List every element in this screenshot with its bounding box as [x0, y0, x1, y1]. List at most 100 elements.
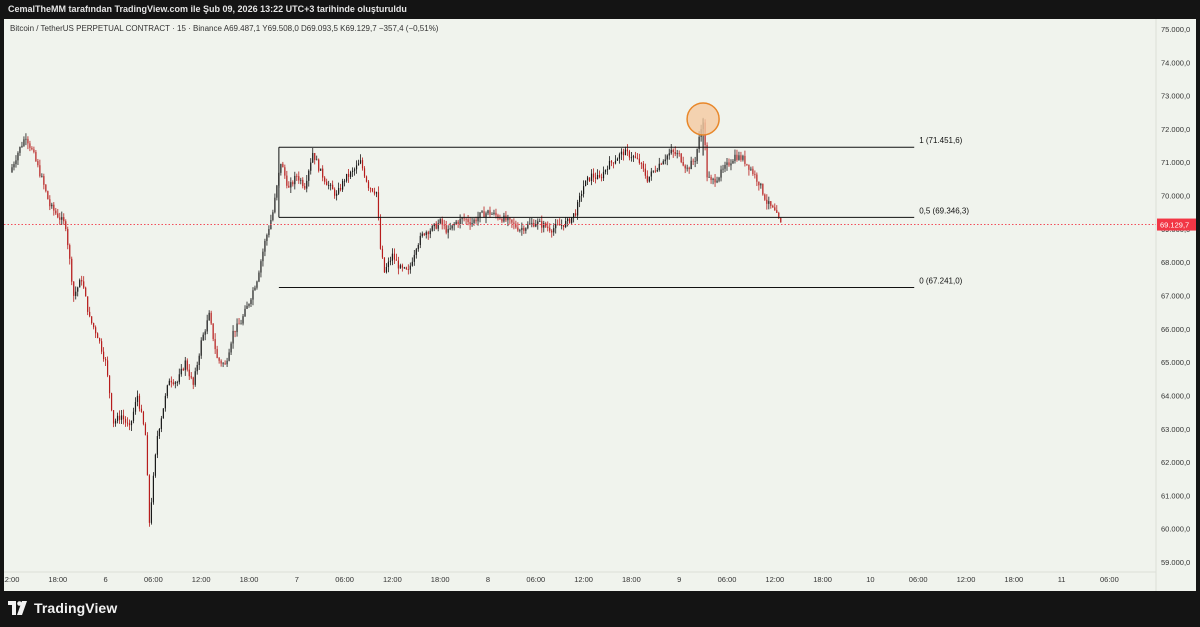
candle-body: [395, 259, 397, 261]
candle-body: [489, 210, 491, 215]
chart-area[interactable]: 59.000,0 60.000,0 61.000,0 62.000,0 63.000,0…: [4, 19, 1196, 591]
candle-body: [338, 187, 340, 194]
candle-body: [517, 227, 519, 231]
y-tick-label: 59.000,0: [1161, 558, 1190, 567]
candle-body: [505, 215, 507, 221]
candle-body: [660, 163, 662, 165]
candle-body: [385, 267, 388, 273]
candle-body: [632, 156, 634, 158]
candle-body: [262, 251, 264, 262]
x-tick-label: 18:00: [48, 575, 67, 584]
candle-body: [706, 145, 708, 178]
candle-body: [330, 184, 332, 186]
candle-body: [51, 204, 53, 207]
candle-body: [71, 258, 73, 282]
candle-body: [399, 265, 401, 269]
candle-body: [73, 281, 75, 296]
candle-body: [202, 334, 204, 341]
candle-body: [85, 287, 87, 297]
candle-body: [375, 192, 378, 194]
candle-body: [523, 227, 525, 231]
candle-body: [411, 261, 413, 266]
candle-body: [561, 225, 563, 226]
candle-body: [170, 380, 172, 383]
candle-body: [666, 155, 668, 160]
candle-body: [260, 261, 262, 273]
candle-body: [551, 230, 553, 233]
candle-body: [732, 160, 734, 164]
candle-body: [612, 162, 615, 164]
candle-body: [198, 355, 200, 365]
candle-body: [212, 323, 214, 340]
candle-body: [316, 159, 318, 161]
candle-body: [228, 352, 230, 361]
candle-body: [292, 182, 294, 185]
candle-body: [413, 254, 415, 262]
candle-body: [188, 369, 190, 377]
last-price-label: 69.129,7: [1160, 221, 1189, 230]
candle-body: [252, 290, 254, 300]
x-tick-label: 12:00: [4, 575, 19, 584]
candle-body: [541, 221, 543, 228]
candle-body: [234, 330, 236, 333]
candle-body: [571, 217, 573, 223]
candle-body: [457, 221, 459, 225]
legend-open: 69.487,1: [229, 24, 262, 33]
candle-body: [63, 217, 65, 222]
candle-body: [766, 199, 768, 204]
candle-body: [475, 219, 477, 222]
price-chart[interactable]: 59.000,0 60.000,0 61.000,0 62.000,0 63.000,0…: [4, 19, 1196, 591]
candle-body: [435, 223, 437, 229]
x-tick-label: 06:00: [335, 575, 354, 584]
x-tick-label: 12:00: [957, 575, 976, 584]
candle-body: [511, 219, 513, 223]
candle-body: [282, 163, 284, 168]
x-tick-label: 8: [486, 575, 490, 584]
candle-body: [616, 158, 619, 161]
candle-body: [95, 327, 97, 334]
candle-body: [359, 160, 362, 164]
candle-body: [722, 168, 724, 170]
candle-body: [184, 360, 186, 371]
candle-body: [682, 162, 684, 166]
tradingview-brand[interactable]: TradingView: [8, 600, 117, 616]
candle-body: [222, 363, 224, 365]
candle-body: [226, 360, 228, 365]
candle-body: [465, 218, 467, 220]
candle-body: [409, 265, 411, 270]
candle-body: [449, 228, 451, 230]
candle-body: [718, 177, 720, 181]
candle-body: [529, 223, 531, 225]
candle-body: [246, 305, 248, 309]
candle-body: [250, 299, 252, 305]
candle-body: [407, 269, 409, 270]
candle-body: [425, 232, 427, 235]
candle-body: [513, 222, 515, 224]
fib-level-label: 0 (67.241,0): [919, 276, 962, 285]
candle-body: [35, 152, 37, 162]
candle-body: [650, 171, 652, 177]
candle-body: [387, 261, 390, 268]
candle-body: [363, 168, 366, 177]
x-tick-label: 6: [104, 575, 108, 584]
candle-body: [174, 382, 176, 384]
fib-level-label: 0,5 (69.346,3): [919, 206, 969, 215]
candle-body: [75, 291, 77, 296]
candle-body: [447, 229, 449, 233]
x-tick-label: 18:00: [622, 575, 641, 584]
y-tick-label: 66.000,0: [1161, 325, 1190, 334]
candle-body: [134, 401, 137, 412]
candle-body: [118, 415, 121, 420]
candle-body: [499, 218, 501, 220]
legend-high: 69.508,0: [268, 24, 301, 33]
legend-low-label: D: [301, 24, 307, 33]
candle-body: [178, 374, 180, 383]
candle-body: [565, 221, 567, 227]
candle-body: [272, 212, 274, 221]
candle-body: [563, 225, 565, 227]
candle-body: [230, 343, 232, 353]
candle-body: [694, 161, 696, 162]
x-tick-label: 9: [677, 575, 681, 584]
candle-body: [112, 410, 115, 424]
candle-body: [730, 163, 732, 166]
